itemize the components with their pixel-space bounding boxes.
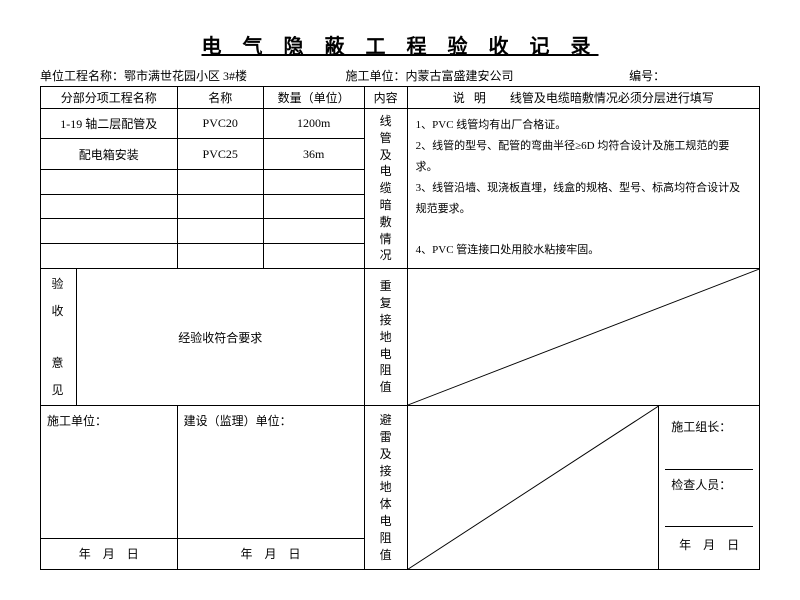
opinion-row: 验收 意见 经验收符合要求 重复接地电阻值 <box>41 269 760 406</box>
unit-name: 单位工程名称：鄂市满世花园小区 3#楼 <box>40 67 345 84</box>
table-row: 1-19 轴二层配管及 PVC20 1200m 线管及电缆暗敷情况 1、PVC … <box>41 109 760 139</box>
diagonal-line-icon <box>408 406 659 569</box>
ground-cell <box>407 269 759 406</box>
cell-a: 1-19 轴二层配管及 <box>41 109 178 139</box>
cell-c: 36m <box>263 139 364 169</box>
note-3: 3、线管沿墙、现浇板直埋，线盒的规格、型号、标高均符合设计及规范要求。 <box>416 178 751 220</box>
const-value: 内蒙古富盛建安公司 <box>405 69 513 83</box>
date-3: 年 月 日 <box>665 527 753 563</box>
signature-row: 施工单位： 建设（监理）单位： 避雷及接地体电阻值 施工组长： 检查人员： 年 … <box>41 406 760 538</box>
op-l1: 验收 <box>51 277 65 317</box>
unit-value: 鄂市满世花园小区 3#楼 <box>124 69 247 83</box>
header-row: 单位工程名称：鄂市满世花园小区 3#楼 施工单位：内蒙古富盛建安公司 编号： <box>40 67 760 84</box>
col-desc: 说 明 线管及电缆暗敷情况必须分层进行填写 <box>407 87 759 109</box>
cell-b: PVC25 <box>177 139 263 169</box>
date-1: 年 月 日 <box>41 538 178 570</box>
build-unit-cell: 建设（监理）单位： <box>177 406 364 538</box>
cell-b: PVC20 <box>177 109 263 139</box>
op-l2: 意见 <box>51 356 65 396</box>
cell-a <box>41 244 178 269</box>
cell-a <box>41 194 178 219</box>
cell-b <box>177 194 263 219</box>
lightning-cell <box>407 406 659 570</box>
desc-a: 说 <box>453 91 465 105</box>
cell-a <box>41 219 178 244</box>
staff-cell: 施工组长： 检查人员： 年 月 日 <box>659 406 760 570</box>
const-unit-label: 施工单位： <box>47 414 107 428</box>
cell-c <box>263 219 364 244</box>
notes-cell: 1、PVC 线管均有出厂合格证。 2、线管的型号、配管的弯曲半径≥6D 均符合设… <box>407 109 759 269</box>
desc-b: 明 <box>474 91 486 105</box>
note-2: 2、线管的型号、配管的弯曲半径≥6D 均符合设计及施工规范的要求。 <box>416 136 751 178</box>
lightning-label: 避雷及接地体电阻值 <box>364 406 407 570</box>
inspector-cell: 检查人员： <box>665 470 753 528</box>
col-project: 分部分项工程名称 <box>41 87 178 109</box>
cell-b <box>177 169 263 194</box>
cell-c <box>263 194 364 219</box>
cell-a: 配电箱安装 <box>41 139 178 169</box>
construction-unit: 施工单位：内蒙古富盛建安公司 <box>345 67 629 84</box>
table-header: 分部分项工程名称 名称 数量（单位） 内容 说 明 线管及电缆暗敷情况必须分层进… <box>41 87 760 109</box>
diagonal-line-icon <box>408 269 759 405</box>
note-4: 4、PVC 管连接口处用胶水粘接牢固。 <box>416 240 751 261</box>
content-vertical: 线管及电缆暗敷情况 <box>364 109 407 269</box>
const-unit-cell: 施工单位： <box>41 406 178 538</box>
cell-a <box>41 169 178 194</box>
desc-note: 线管及电缆暗敷情况必须分层进行填写 <box>510 91 714 105</box>
opinion-text: 经验收符合要求 <box>76 269 364 406</box>
main-table: 分部分项工程名称 名称 数量（单位） 内容 说 明 线管及电缆暗敷情况必须分层进… <box>40 86 760 570</box>
opinion-label: 验收 意见 <box>41 269 77 406</box>
leader-cell: 施工组长： <box>665 412 753 470</box>
cell-c <box>263 244 364 269</box>
code: 编号： <box>629 67 760 84</box>
col-content: 内容 <box>364 87 407 109</box>
cell-b <box>177 219 263 244</box>
cell-b <box>177 244 263 269</box>
col-name: 名称 <box>177 87 263 109</box>
cell-c <box>263 169 364 194</box>
col-qty: 数量（单位） <box>263 87 364 109</box>
const-label: 施工单位： <box>345 69 405 83</box>
build-unit-label: 建设（监理）单位： <box>184 414 292 428</box>
date-2: 年 月 日 <box>177 538 364 570</box>
note-1: 1、PVC 线管均有出厂合格证。 <box>416 115 751 136</box>
page-title: 电 气 隐 蔽 工 程 验 收 记 录 <box>40 30 760 59</box>
cell-c: 1200m <box>263 109 364 139</box>
ground-label: 重复接地电阻值 <box>364 269 407 406</box>
unit-label: 单位工程名称： <box>40 69 124 83</box>
